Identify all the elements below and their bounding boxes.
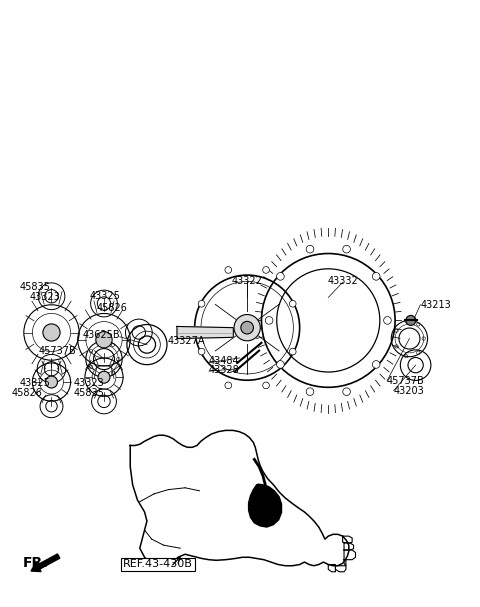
Polygon shape bbox=[177, 327, 233, 339]
Polygon shape bbox=[130, 430, 349, 568]
Circle shape bbox=[343, 388, 350, 396]
Circle shape bbox=[198, 300, 205, 307]
Text: 43484: 43484 bbox=[209, 356, 240, 366]
Text: 45737B: 45737B bbox=[387, 376, 425, 386]
Circle shape bbox=[241, 321, 253, 334]
Text: 43213: 43213 bbox=[420, 300, 451, 310]
Circle shape bbox=[96, 331, 112, 348]
Circle shape bbox=[406, 316, 416, 325]
Circle shape bbox=[265, 317, 273, 324]
Circle shape bbox=[234, 314, 260, 341]
Text: 43325: 43325 bbox=[20, 378, 50, 388]
Circle shape bbox=[343, 245, 350, 253]
Text: 43322: 43322 bbox=[232, 276, 263, 285]
Circle shape bbox=[384, 317, 391, 324]
Polygon shape bbox=[249, 484, 281, 527]
Circle shape bbox=[276, 361, 284, 368]
Circle shape bbox=[276, 273, 284, 280]
Circle shape bbox=[289, 300, 296, 307]
Text: 45826: 45826 bbox=[12, 388, 43, 398]
Text: 43328: 43328 bbox=[209, 365, 240, 375]
FancyArrow shape bbox=[31, 554, 60, 572]
Circle shape bbox=[372, 361, 380, 368]
Text: 43323: 43323 bbox=[29, 293, 60, 302]
Circle shape bbox=[43, 324, 60, 341]
Text: FR.: FR. bbox=[23, 557, 48, 571]
Text: 43625B: 43625B bbox=[82, 330, 120, 340]
Text: 43327A: 43327A bbox=[168, 336, 205, 346]
Text: 43325: 43325 bbox=[90, 291, 120, 301]
Circle shape bbox=[306, 245, 314, 253]
Text: 43323: 43323 bbox=[74, 378, 105, 388]
Text: 43332: 43332 bbox=[327, 276, 358, 285]
Text: 45737B: 45737B bbox=[39, 345, 77, 356]
Text: 45826: 45826 bbox=[97, 304, 128, 313]
Circle shape bbox=[263, 266, 269, 273]
Circle shape bbox=[225, 266, 232, 273]
Text: 43203: 43203 bbox=[394, 385, 424, 396]
Circle shape bbox=[225, 382, 232, 388]
Text: REF.43-430B: REF.43-430B bbox=[123, 560, 193, 569]
Circle shape bbox=[372, 273, 380, 280]
Text: 45835: 45835 bbox=[74, 388, 105, 398]
Text: 45835: 45835 bbox=[20, 282, 50, 291]
Circle shape bbox=[289, 348, 296, 355]
Circle shape bbox=[46, 376, 58, 388]
Circle shape bbox=[263, 382, 269, 388]
Circle shape bbox=[198, 348, 205, 355]
Circle shape bbox=[306, 388, 314, 396]
Circle shape bbox=[98, 371, 110, 383]
